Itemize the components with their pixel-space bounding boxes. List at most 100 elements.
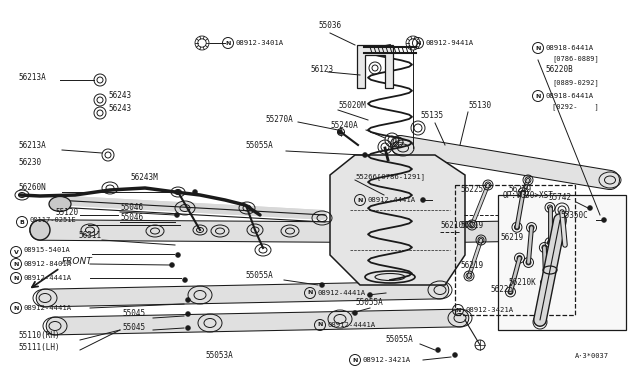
Circle shape [452, 353, 458, 357]
Circle shape [175, 253, 180, 257]
Text: 08912-4441A: 08912-4441A [23, 305, 71, 311]
Circle shape [193, 189, 198, 195]
Text: N: N [225, 41, 230, 45]
Text: 55266[0786-1291]: 55266[0786-1291] [355, 173, 425, 180]
Circle shape [319, 282, 324, 288]
Circle shape [435, 347, 440, 353]
Text: 55120: 55120 [55, 208, 78, 217]
Text: 56225: 56225 [460, 185, 483, 194]
Text: 56225: 56225 [490, 285, 513, 294]
Circle shape [362, 153, 367, 157]
Text: N: N [317, 323, 323, 327]
Text: 08912-4441A: 08912-4441A [328, 322, 376, 328]
Text: N: N [13, 276, 19, 280]
Text: 55036: 55036 [318, 21, 341, 30]
Text: 55055A: 55055A [355, 298, 383, 307]
Circle shape [186, 311, 191, 317]
Text: N: N [455, 308, 461, 312]
Text: N: N [535, 45, 541, 51]
Circle shape [182, 278, 188, 282]
Text: 08915-5401A: 08915-5401A [23, 247, 70, 253]
Text: 55045: 55045 [122, 323, 145, 332]
Text: 08117-0251E: 08117-0251E [29, 217, 76, 223]
Text: 55046: 55046 [120, 203, 143, 212]
Text: N: N [535, 93, 541, 99]
Text: 56219: 56219 [460, 221, 483, 230]
Text: 08912-4441A: 08912-4441A [23, 275, 71, 281]
Bar [455, 185, 575, 315]
Text: N: N [357, 198, 363, 202]
Text: 56230: 56230 [18, 158, 41, 167]
Text: 56260N: 56260N [18, 183, 45, 192]
Text: 56210K: 56210K [508, 278, 536, 287]
Text: 56213A: 56213A [18, 141, 45, 150]
Text: 56243: 56243 [108, 91, 131, 100]
Circle shape [367, 292, 372, 298]
Text: 55110(RH): 55110(RH) [18, 331, 60, 340]
Circle shape [175, 212, 179, 218]
Text: 56219: 56219 [460, 261, 483, 270]
Text: B: B [20, 219, 24, 224]
Circle shape [30, 220, 50, 240]
Text: 55130: 55130 [468, 101, 491, 110]
Text: [0292-    ]: [0292- ] [552, 103, 599, 110]
Text: OP:VG30>XST: OP:VG30>XST [503, 191, 554, 200]
Text: 55240A: 55240A [330, 121, 358, 130]
Circle shape [170, 263, 175, 267]
Text: 55055A: 55055A [245, 271, 273, 280]
FancyArrowPatch shape [58, 200, 322, 215]
Circle shape [186, 298, 191, 302]
Text: 08918-6441A: 08918-6441A [546, 93, 594, 99]
Text: 08912-3401A: 08912-3401A [236, 40, 284, 46]
FancyArrowPatch shape [58, 200, 322, 215]
Text: [0786-0889]: [0786-0889] [552, 55, 599, 62]
Text: 56220B: 56220B [545, 65, 573, 74]
Text: N: N [415, 41, 420, 45]
Text: 08918-6441A: 08918-6441A [546, 45, 594, 51]
Circle shape [580, 220, 600, 240]
Text: 56210K: 56210K [440, 221, 468, 230]
Text: 55350C: 55350C [560, 211, 588, 220]
Circle shape [353, 311, 358, 315]
Text: 08912-4441A: 08912-4441A [318, 290, 366, 296]
Text: 56243: 56243 [108, 104, 131, 113]
Text: N: N [13, 262, 19, 266]
Text: 08912-9441A: 08912-9441A [426, 40, 474, 46]
Text: N: N [13, 305, 19, 311]
Circle shape [420, 198, 426, 202]
Bar [498, 195, 626, 330]
Text: 55135: 55135 [420, 111, 443, 120]
Text: 56213A: 56213A [18, 73, 45, 82]
Text: [0889-0292]: [0889-0292] [552, 79, 599, 86]
Text: 55270A: 55270A [265, 115, 292, 124]
Text: A·3*0037: A·3*0037 [575, 353, 609, 359]
Text: 55055A: 55055A [245, 141, 273, 150]
Text: 56219: 56219 [500, 233, 523, 242]
Circle shape [602, 218, 607, 222]
Text: 55053A: 55053A [205, 351, 233, 360]
Circle shape [337, 129, 342, 135]
Text: 08912-8401A: 08912-8401A [23, 261, 71, 267]
Text: 55020M: 55020M [338, 101, 365, 110]
Text: 55046: 55046 [120, 213, 143, 222]
Polygon shape [330, 155, 465, 285]
Text: 55742: 55742 [548, 193, 571, 202]
Text: 55055A: 55055A [385, 335, 413, 344]
Circle shape [186, 326, 191, 330]
Text: 56243M: 56243M [130, 173, 157, 182]
Text: FRONT: FRONT [62, 257, 93, 266]
Polygon shape [357, 45, 393, 88]
Text: 55045: 55045 [122, 309, 145, 318]
Text: 08912-4441A: 08912-4441A [368, 197, 416, 203]
Text: 08912-3421A: 08912-3421A [363, 357, 411, 363]
Text: 56311: 56311 [78, 231, 101, 240]
Circle shape [588, 205, 593, 211]
Text: N: N [352, 357, 358, 362]
Text: 56123: 56123 [310, 65, 333, 74]
Ellipse shape [49, 196, 71, 212]
Text: 55111(LH): 55111(LH) [18, 343, 60, 352]
Text: N: N [307, 291, 313, 295]
Text: V: V [13, 250, 19, 254]
Text: 08912-3421A: 08912-3421A [466, 307, 514, 313]
Text: 56219: 56219 [508, 185, 531, 194]
